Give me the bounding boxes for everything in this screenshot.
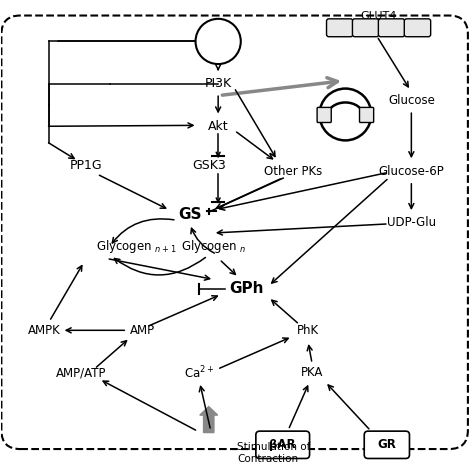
Text: AMP: AMP: [130, 324, 155, 337]
Text: Glycogen $_{n+1}$: Glycogen $_{n+1}$: [96, 238, 176, 255]
Text: PI3K: PI3K: [205, 77, 232, 91]
Text: Ca$^{2+}$: Ca$^{2+}$: [184, 365, 214, 381]
Text: Stimulation of
Contraction: Stimulation of Contraction: [237, 442, 310, 464]
Text: PhK: PhK: [297, 324, 319, 337]
Text: Akt: Akt: [208, 120, 228, 133]
FancyBboxPatch shape: [317, 108, 331, 122]
FancyBboxPatch shape: [378, 19, 405, 36]
FancyBboxPatch shape: [404, 19, 431, 36]
FancyBboxPatch shape: [364, 431, 410, 458]
FancyArrow shape: [200, 407, 218, 433]
Text: GS: GS: [178, 207, 201, 222]
Text: PKA: PKA: [301, 366, 324, 379]
Text: Other PKs: Other PKs: [264, 164, 323, 178]
Text: Glycogen $_{n}$: Glycogen $_{n}$: [181, 238, 246, 255]
Text: βAR: βAR: [269, 438, 296, 451]
Text: AMP/ATP: AMP/ATP: [56, 366, 107, 379]
FancyBboxPatch shape: [327, 19, 353, 36]
FancyBboxPatch shape: [256, 431, 310, 458]
Circle shape: [196, 19, 241, 64]
Text: IR: IR: [211, 35, 225, 48]
Text: GLUT4: GLUT4: [360, 10, 397, 20]
Text: AMPK: AMPK: [27, 324, 60, 337]
Text: UDP-Glu: UDP-Glu: [387, 216, 436, 229]
FancyBboxPatch shape: [359, 108, 374, 122]
FancyBboxPatch shape: [353, 19, 379, 36]
Text: Glucose: Glucose: [388, 94, 435, 107]
Text: GR: GR: [377, 438, 396, 451]
Text: Glucose-6P: Glucose-6P: [378, 164, 444, 178]
Text: GSK3: GSK3: [192, 159, 226, 172]
Text: PP1G: PP1G: [70, 159, 102, 172]
Text: GPh: GPh: [229, 282, 264, 296]
